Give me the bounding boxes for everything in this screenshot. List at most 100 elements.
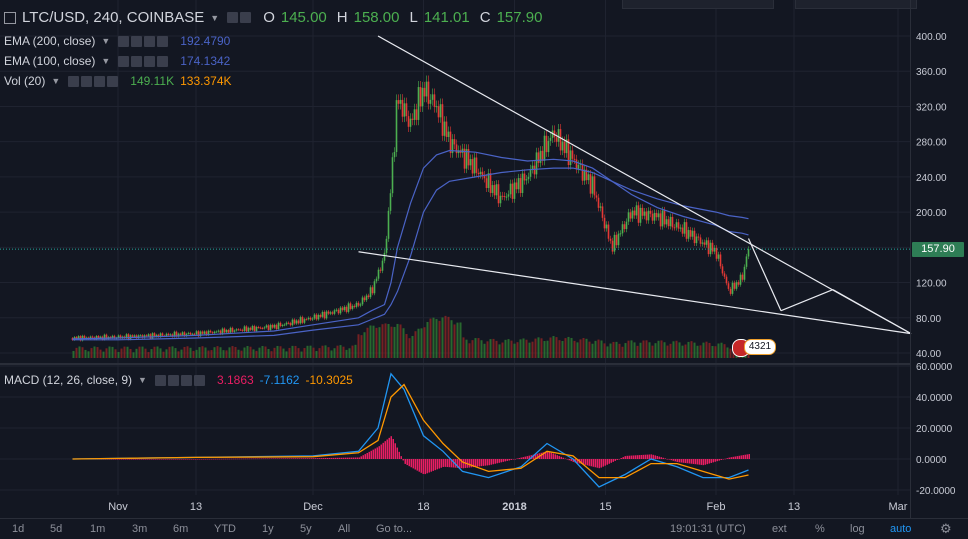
plus-icon[interactable] [94, 75, 106, 87]
ema100-legend[interactable]: EMA (100, close) ▼ 174.1342 [4, 54, 230, 68]
macd-histogram-bar [204, 458, 206, 460]
range-1y[interactable]: 1y [262, 523, 274, 535]
macd-histogram-bar [380, 444, 382, 459]
price-candle [585, 169, 588, 181]
volume-legend[interactable]: Vol (20) ▼ 149.11K 133.374K [4, 74, 232, 88]
volume-bar [537, 337, 540, 358]
volume-bar [453, 324, 456, 358]
price-candle [675, 222, 678, 228]
high-value: 158.00 [353, 9, 400, 26]
pane-separator[interactable] [0, 363, 910, 365]
chevron-down-icon[interactable]: ▼ [138, 375, 147, 385]
price-candle [635, 205, 638, 216]
price-candle [385, 238, 388, 253]
eye-icon[interactable] [118, 35, 130, 47]
macd-histogram-bar [184, 459, 186, 460]
macd-histogram-bar [232, 458, 234, 460]
chevron-down-icon[interactable]: ▼ [51, 76, 61, 86]
range-all[interactable]: All [338, 523, 351, 535]
chevron-down-icon[interactable]: ▼ [101, 36, 111, 46]
price-candle [561, 141, 564, 151]
price-candle [415, 109, 418, 120]
macd-histogram-bar [114, 459, 116, 460]
gear-icon[interactable] [131, 55, 143, 67]
auto-toggle[interactable]: auto [890, 523, 912, 535]
range-1d[interactable]: 1d [12, 523, 25, 535]
settings-icon[interactable] [227, 12, 239, 23]
gear-icon[interactable] [131, 35, 143, 47]
volume-bar [339, 345, 342, 358]
macd-histogram-bar [324, 458, 326, 459]
collapse-icon[interactable] [4, 11, 16, 24]
close-icon[interactable] [193, 374, 205, 386]
macd-histogram-bar [116, 459, 118, 460]
gear-icon[interactable] [81, 75, 93, 87]
gear-icon[interactable] [167, 374, 179, 386]
price-candle [639, 207, 642, 223]
range-5y[interactable]: 5y [300, 523, 312, 535]
price-candle [607, 224, 610, 239]
price-candle [621, 224, 624, 234]
volume-bar [609, 343, 612, 358]
range-3m[interactable]: 3m [132, 523, 148, 535]
trendline-drawings[interactable] [358, 35, 912, 335]
macd-histogram-bar [358, 457, 360, 459]
plus-icon[interactable] [144, 55, 156, 67]
time-axis[interactable]: Nov 13 Dec 18 2018 15 Feb 13 Mar [108, 501, 908, 513]
close-icon[interactable] [157, 55, 169, 67]
event-badge[interactable]: 4321 [732, 338, 776, 357]
eye-icon[interactable] [154, 374, 166, 386]
volume-bar [495, 340, 498, 358]
range-ytd[interactable]: YTD [214, 523, 236, 535]
plus-icon[interactable] [180, 374, 192, 386]
volume-bar [444, 315, 447, 358]
price-candle [329, 312, 332, 314]
plus-icon[interactable] [144, 35, 156, 47]
volume-bar [561, 340, 564, 358]
price-candle [747, 249, 750, 257]
range-6m[interactable]: 6m [173, 523, 189, 535]
chevron-down-icon[interactable]: ▼ [101, 56, 111, 66]
gear-icon[interactable]: ⚙ [940, 521, 952, 536]
goto-button[interactable]: Go to... [376, 523, 413, 535]
eye-icon[interactable] [118, 55, 130, 67]
price-candle [303, 319, 306, 323]
eye-icon[interactable] [68, 75, 80, 87]
price-candle [469, 159, 472, 166]
price-candle [543, 135, 546, 161]
price-candle [263, 327, 266, 329]
macd-histogram-bar [494, 459, 496, 464]
chevron-down-icon[interactable]: ▼ [210, 12, 220, 23]
price-candle [227, 329, 230, 333]
macd-histogram-bar [112, 459, 114, 460]
ema200-legend[interactable]: EMA (200, close) ▼ 192.4790 [4, 34, 230, 48]
symbol-title[interactable]: LTC/USD, 240, COINBASE [22, 9, 205, 26]
macd-histogram-bar [166, 459, 168, 460]
price-candle [745, 256, 748, 267]
ext-toggle[interactable]: ext [772, 523, 787, 535]
gear-icon[interactable] [240, 12, 252, 23]
macd-histogram-bar [208, 458, 210, 460]
price-candle [455, 144, 458, 154]
macd-histogram-bar [566, 459, 568, 460]
price-candle [271, 324, 274, 328]
close-icon[interactable] [107, 75, 119, 87]
volume-bar [360, 335, 363, 358]
volume-bar [636, 345, 639, 358]
volume-bar [243, 347, 246, 358]
price-axis[interactable]: 40.0080.00120.00160.00200.00240.00280.00… [916, 32, 956, 497]
macd-histogram-bar [256, 458, 258, 460]
price-candle [567, 139, 570, 165]
close-icon[interactable] [157, 35, 169, 47]
volume-bar [192, 350, 195, 358]
range-5d[interactable]: 5d [50, 523, 63, 535]
macd-legend[interactable]: MACD (12, 26, close, 9) ▼ 3.1863 -7.1162… [4, 373, 353, 387]
price-candle [147, 334, 150, 337]
price-candle [525, 179, 528, 181]
range-1m[interactable]: 1m [90, 523, 106, 535]
percent-toggle[interactable]: % [815, 523, 825, 535]
log-toggle[interactable]: log [850, 523, 865, 535]
price-candle [611, 240, 614, 252]
volume-bar [144, 348, 147, 358]
